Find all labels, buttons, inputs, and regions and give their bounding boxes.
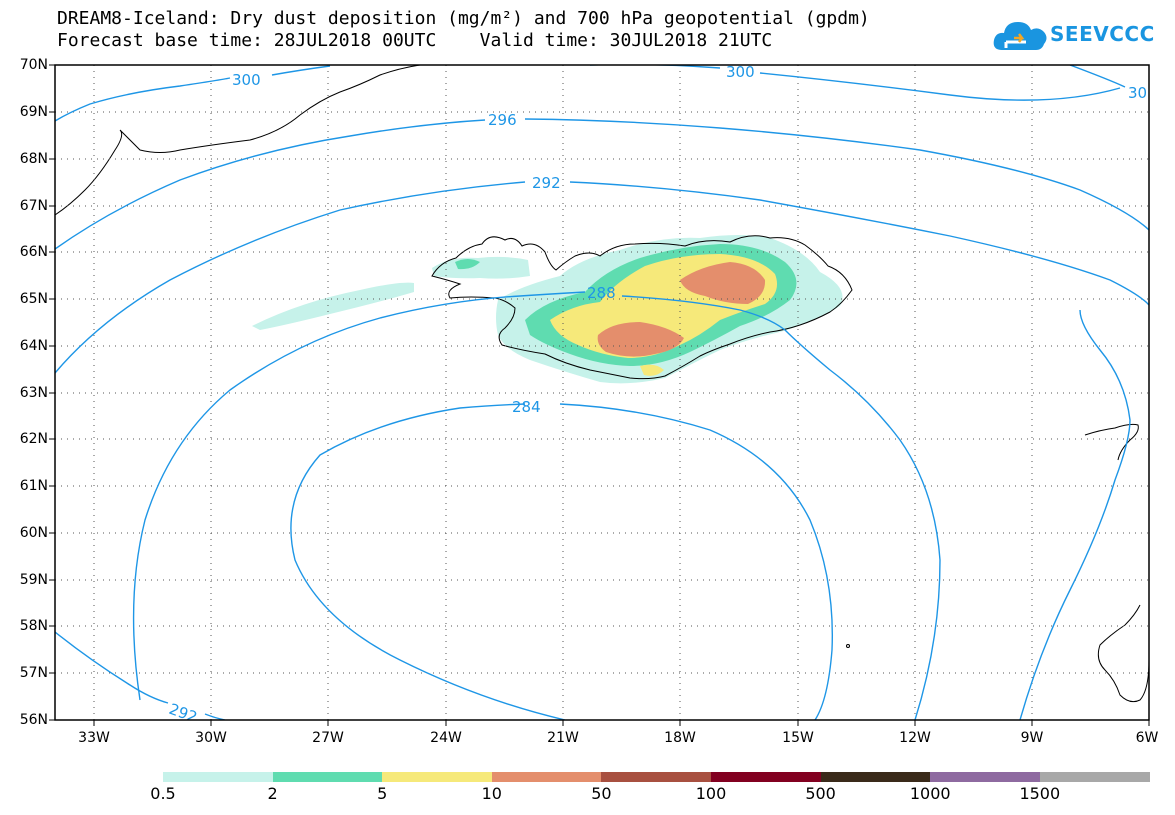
lat-label: 68N: [19, 151, 48, 167]
lat-label: 60N: [19, 525, 48, 541]
lon-label: 30W: [195, 730, 227, 746]
geopotential-contours: [55, 65, 1149, 720]
contour-label-292: 292: [532, 174, 561, 192]
colorbar-label: 5: [377, 784, 388, 803]
axis-ticks: [49, 64, 1150, 726]
colorbar-swatch: [491, 772, 603, 782]
colorbar-swatch: [601, 772, 712, 782]
logo-text: SEEVCCC: [1050, 22, 1155, 46]
lat-label: 57N: [19, 665, 48, 681]
lon-label: 33W: [78, 730, 110, 746]
lat-label: 58N: [19, 618, 48, 634]
lat-label: 63N: [19, 385, 48, 401]
lat-label: 66N: [19, 244, 48, 260]
contour-label-292b: 292: [167, 700, 200, 727]
contour-label-296: 296: [488, 111, 517, 129]
colorbar-label: 10: [481, 784, 502, 803]
lat-label: 59N: [19, 572, 48, 588]
dust-deposition-fill: [252, 235, 843, 384]
lon-label: 12W: [899, 730, 931, 746]
contour-label-300c: 30: [1128, 84, 1147, 102]
lat-label: 67N: [19, 198, 48, 214]
colorbar-swatch: [930, 772, 1041, 782]
lat-label: 62N: [19, 431, 48, 447]
lat-label: 69N: [19, 104, 48, 120]
colorbar-swatch: [820, 772, 932, 782]
cloud-icon: [993, 22, 1047, 50]
map-title: DREAM8-Iceland: Dry dust deposition (mg/…: [57, 8, 870, 29]
lon-label: 15W: [782, 730, 814, 746]
lat-label: 64N: [19, 338, 48, 354]
colorbar-label: 2: [267, 784, 278, 803]
coastlines: [55, 65, 1149, 703]
lon-label: 24W: [430, 730, 462, 746]
contour-label-300a: 300: [232, 71, 261, 89]
lon-label: 6W: [1135, 730, 1159, 746]
colorbar-swatch: [382, 772, 493, 782]
colorbar-swatch: [163, 772, 274, 782]
colorbar-label: 0.5: [150, 784, 176, 803]
map-grid: [55, 65, 1149, 720]
lat-label: 61N: [19, 478, 48, 494]
lat-label: 56N: [19, 712, 48, 728]
lon-label: 27W: [312, 730, 344, 746]
lat-label: 70N: [19, 57, 48, 73]
contour-label-288: 288: [587, 284, 616, 302]
map-subtitle: Forecast base time: 28JUL2018 00UTC Vali…: [57, 30, 773, 51]
contour-label-284: 284: [512, 398, 541, 416]
colorbar-label: 1000: [909, 784, 951, 803]
colorbar-label: 500: [805, 784, 836, 803]
colorbar-swatch: [711, 772, 822, 782]
colorbar-label: 1500: [1019, 784, 1061, 803]
lon-label: 9W: [1020, 730, 1044, 746]
colorbar-label: 50: [591, 784, 612, 803]
seevccc-logo: SEEVCCC: [992, 12, 1154, 58]
lon-label: 21W: [547, 730, 579, 746]
contour-label-300b: 300: [726, 63, 755, 81]
colorbar-swatch: [272, 772, 384, 782]
lat-label: 65N: [19, 291, 48, 307]
colorbar-swatch: [1039, 772, 1151, 782]
colorbar-label: 100: [695, 784, 727, 803]
lon-label: 18W: [664, 730, 696, 746]
